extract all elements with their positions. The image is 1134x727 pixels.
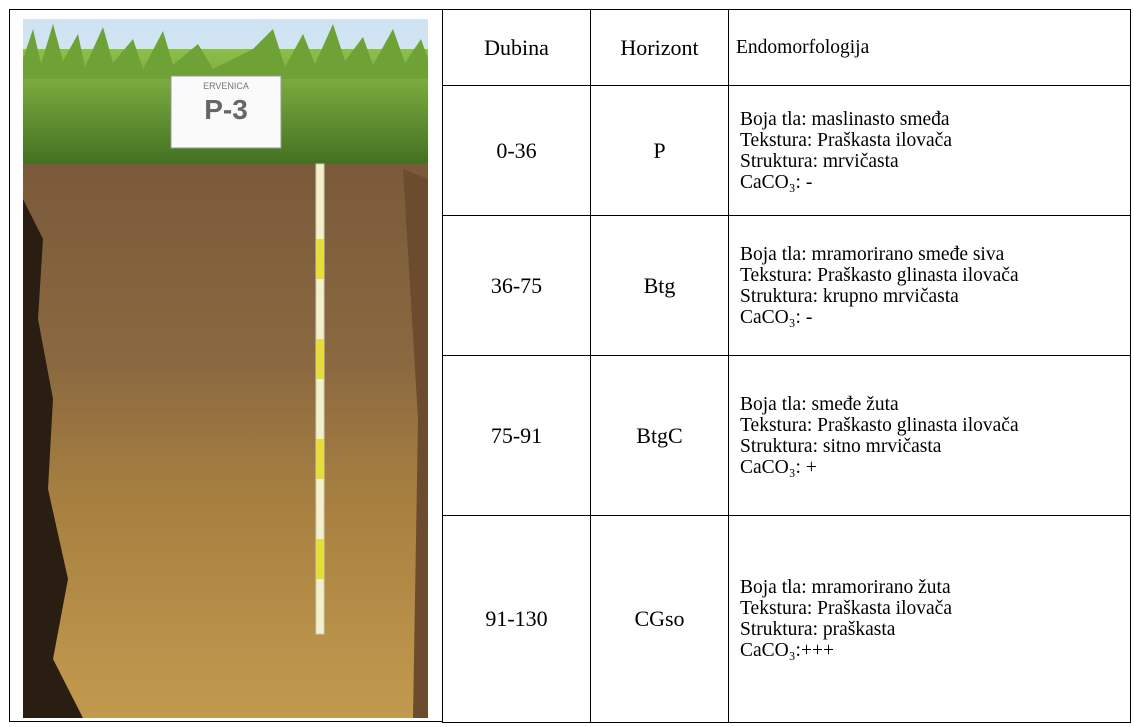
- description-line: CaCO₃:+++: [729, 640, 834, 661]
- description-line: Boja tla: mramorirano smeđe siva: [729, 244, 1004, 265]
- description-line: Struktura: mrvičasta: [729, 151, 899, 172]
- photo-cell: ERVENICA P-3: [9, 9, 443, 722]
- description-line: Struktura: sitno mrvičasta: [729, 436, 941, 457]
- horizon-cell: P: [590, 85, 729, 216]
- depth-cell: 75-91: [442, 355, 591, 516]
- description-line: CaCO₃: -: [729, 172, 812, 193]
- page: ERVENICA P-3 Dubina Horizont Endomorfolo…: [0, 0, 1134, 727]
- description-line: Tekstura: Praškasto glinasta ilovača: [729, 415, 1019, 436]
- description-line: CaCO₃: -: [729, 307, 812, 328]
- horizon-cell: CGso: [590, 515, 729, 723]
- description-line: Boja tla: smeđe žuta: [729, 394, 899, 415]
- sign-place: ERVENICA: [203, 81, 249, 91]
- description-line: Struktura: krupno mrvičasta: [729, 286, 959, 307]
- description-line: Struktura: praškasta: [729, 619, 895, 640]
- horizon-cell: Btg: [590, 215, 729, 356]
- depth-cell: 36-75: [442, 215, 591, 356]
- header-horizon: Horizont: [590, 9, 729, 86]
- soil-photo: ERVENICA P-3: [23, 19, 428, 718]
- depth-cell: 0-36: [442, 85, 591, 216]
- horizon-cell: BtgC: [590, 355, 729, 516]
- description-line: Tekstura: Praškasta ilovača: [729, 130, 952, 151]
- description-line: Boja tla: mramorirano žuta: [729, 577, 951, 598]
- sign-profile: P-3: [204, 94, 248, 125]
- description-line: Tekstura: Praškasta ilovača: [729, 598, 952, 619]
- description-line: Boja tla: maslinasto smeđa: [729, 109, 950, 130]
- depth-cell: 91-130: [442, 515, 591, 723]
- header-depth: Dubina: [442, 9, 591, 86]
- header-endomorphology: Endomorfologija: [728, 9, 1131, 86]
- description-line: CaCO₃: +: [729, 457, 817, 478]
- description-line: Tekstura: Praškasto glinasta ilovača: [729, 265, 1019, 286]
